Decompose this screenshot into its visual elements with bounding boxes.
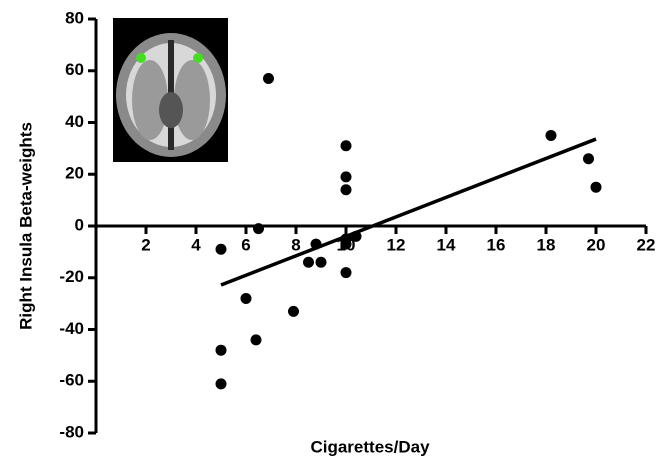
y-tick-label: -40 <box>59 319 84 338</box>
y-tick-label: -20 <box>59 267 84 286</box>
y-axis-title: Right Insula Beta-weights <box>16 122 35 330</box>
data-point <box>253 223 264 234</box>
x-axis-title: Cigarettes/Day <box>310 437 430 456</box>
y-tick-label: 20 <box>65 164 84 183</box>
x-tick-label: 18 <box>537 235 556 254</box>
data-point <box>216 345 227 356</box>
data-point <box>583 153 594 164</box>
regression-line <box>221 139 596 285</box>
x-tick-label: 6 <box>241 235 250 254</box>
brain-inset <box>113 18 228 162</box>
x-tick-label: 16 <box>487 235 506 254</box>
data-point <box>546 130 557 141</box>
data-point <box>341 171 352 182</box>
chart: Cigarettes/Day Right Insula Beta-weights… <box>0 0 665 462</box>
x-tick-label: 20 <box>587 235 606 254</box>
x-tick-label: 22 <box>637 235 656 254</box>
y-tick-label: 80 <box>65 8 84 27</box>
data-point <box>251 334 262 345</box>
x-tick-label: 4 <box>191 235 201 254</box>
x-tick-label: 8 <box>291 235 300 254</box>
data-point <box>316 257 327 268</box>
x-tick-label: 14 <box>437 235 456 254</box>
data-point <box>288 306 299 317</box>
x-tick-label: 2 <box>141 235 150 254</box>
data-point <box>341 184 352 195</box>
y-tick-label: -60 <box>59 371 84 390</box>
data-point <box>341 140 352 151</box>
data-point <box>303 257 314 268</box>
data-point <box>241 293 252 304</box>
data-point <box>263 73 274 84</box>
data-point <box>591 182 602 193</box>
x-tick-label: 12 <box>387 235 406 254</box>
y-tick-label: 40 <box>65 112 84 131</box>
y-tick-label: 0 <box>75 215 84 234</box>
data-point <box>216 244 227 255</box>
y-tick-label: 60 <box>65 60 84 79</box>
y-tick-label: -80 <box>59 422 84 441</box>
data-point <box>216 378 227 389</box>
data-point <box>341 267 352 278</box>
data-point <box>341 239 352 250</box>
